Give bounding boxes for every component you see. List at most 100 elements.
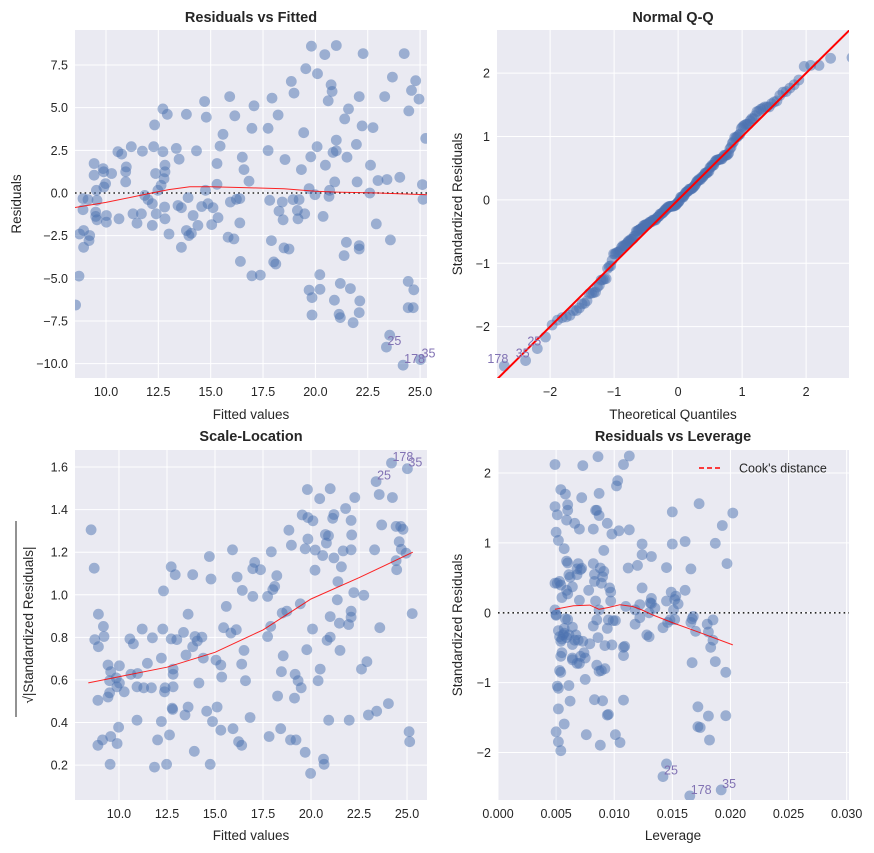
data-point xyxy=(230,624,242,636)
data-point xyxy=(555,666,567,678)
data-point xyxy=(349,492,361,503)
data-point xyxy=(395,543,407,555)
data-point xyxy=(320,159,331,171)
panel-title: Normal Q-Q xyxy=(632,10,713,26)
data-point xyxy=(88,562,100,574)
x-tick-label: 0.000 xyxy=(482,807,513,821)
data-point xyxy=(84,230,96,241)
data-point xyxy=(555,484,567,495)
y-axis-label: Standardized Residuals xyxy=(450,553,465,696)
y-tick-label: 0.4 xyxy=(51,716,68,730)
data-point xyxy=(205,573,217,585)
data-point xyxy=(353,91,365,102)
data-point xyxy=(283,524,295,536)
data-point xyxy=(157,146,169,158)
data-point xyxy=(207,202,219,214)
data-point xyxy=(200,111,212,123)
data-point xyxy=(323,530,334,542)
y-tick-label: −2 xyxy=(477,746,491,760)
data-point xyxy=(150,168,162,179)
data-point xyxy=(236,739,248,751)
data-point xyxy=(137,145,148,157)
data-point xyxy=(347,317,359,329)
data-point xyxy=(301,644,313,656)
data-point xyxy=(596,577,607,589)
data-point xyxy=(167,681,179,693)
data-point xyxy=(373,489,385,500)
data-point xyxy=(622,562,634,574)
data-point xyxy=(307,515,319,527)
x-tick-label: 2 xyxy=(803,385,810,399)
lowess-line xyxy=(554,604,733,646)
data-point xyxy=(661,595,672,607)
data-point xyxy=(279,154,291,165)
data-point xyxy=(228,233,240,245)
data-point xyxy=(345,515,357,526)
data-point xyxy=(159,166,171,178)
data-point xyxy=(591,659,603,671)
data-point xyxy=(266,235,277,247)
data-point xyxy=(679,536,691,547)
data-point xyxy=(586,287,597,299)
data-point xyxy=(361,656,373,668)
data-point xyxy=(577,460,589,471)
data-point xyxy=(576,492,588,504)
data-point xyxy=(111,738,123,749)
data-point xyxy=(709,656,721,667)
data-point xyxy=(275,723,287,735)
data-point xyxy=(158,585,169,597)
data-point xyxy=(254,269,266,281)
data-point xyxy=(583,584,595,596)
data-point xyxy=(597,695,608,707)
data-point xyxy=(235,256,246,267)
plot-area xyxy=(498,450,849,800)
legend-label: Cook's distance xyxy=(739,462,827,476)
data-point xyxy=(346,529,358,541)
data-point xyxy=(186,227,197,239)
data-point xyxy=(390,555,402,567)
data-point xyxy=(215,724,227,736)
data-point xyxy=(295,682,307,694)
y-tick-label: 1.0 xyxy=(51,588,68,602)
panel-title: Residuals vs Leverage xyxy=(595,429,751,445)
data-point xyxy=(584,638,596,650)
data-point xyxy=(92,694,104,706)
data-point xyxy=(334,278,346,289)
data-point xyxy=(187,569,199,581)
data-point xyxy=(561,555,572,567)
data-point xyxy=(351,139,362,150)
data-point xyxy=(176,241,187,253)
data-point xyxy=(413,93,425,105)
data-point xyxy=(636,549,648,561)
outlier-label: 25 xyxy=(664,764,678,778)
data-point xyxy=(397,523,409,535)
data-point xyxy=(75,270,85,282)
data-point xyxy=(163,228,175,240)
data-point xyxy=(286,539,297,551)
data-point xyxy=(406,85,417,96)
data-point xyxy=(571,569,583,581)
data-point xyxy=(170,143,182,154)
data-point xyxy=(180,649,192,661)
data-point xyxy=(324,631,336,643)
data-point xyxy=(300,63,312,75)
x-tick-label: 15.0 xyxy=(199,385,223,399)
data-point xyxy=(318,753,329,765)
data-point xyxy=(341,236,352,248)
data-point xyxy=(549,501,561,512)
data-point xyxy=(611,480,622,492)
data-point xyxy=(551,509,563,521)
data-point xyxy=(558,718,570,730)
data-point xyxy=(263,731,275,742)
data-point xyxy=(556,592,568,603)
data-point xyxy=(553,736,564,748)
data-point xyxy=(182,701,194,713)
data-point xyxy=(243,175,255,187)
data-point xyxy=(246,270,258,282)
data-point xyxy=(587,523,599,535)
lowess-line xyxy=(75,186,427,208)
data-point xyxy=(558,623,570,634)
data-point xyxy=(590,595,601,607)
data-point xyxy=(805,60,817,71)
x-axis-label: Leverage xyxy=(645,828,701,843)
